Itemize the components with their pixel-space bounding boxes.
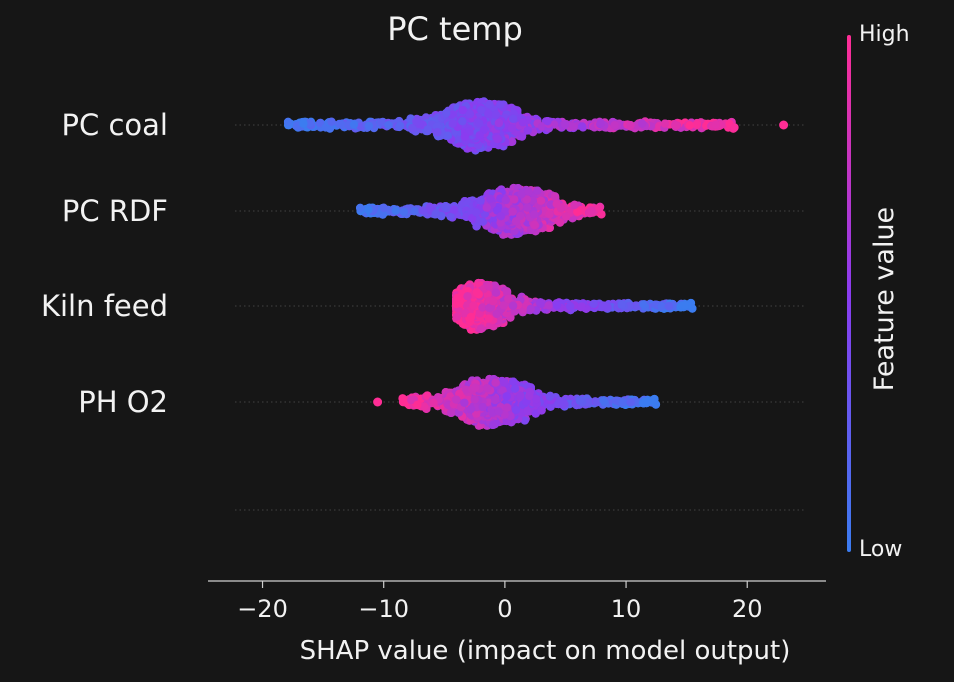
shap-point	[458, 117, 467, 126]
chart-title: PC temp	[387, 10, 523, 48]
shap-point	[364, 121, 374, 131]
shap-point	[423, 125, 433, 134]
beeswarm-points	[283, 97, 789, 430]
shap-point	[523, 126, 532, 135]
shap-point	[569, 122, 578, 131]
shap-outlier-point	[779, 120, 789, 130]
shap-point	[433, 128, 442, 137]
shap-point	[507, 124, 517, 133]
shap-point	[596, 119, 605, 128]
shap-point	[561, 120, 570, 129]
shap-point	[384, 121, 393, 130]
feature-label: PH O2	[78, 385, 168, 419]
shap-point	[672, 121, 681, 130]
shap-point	[496, 100, 505, 109]
shap-point	[443, 131, 452, 140]
shap-point	[349, 120, 359, 129]
shap-point	[485, 100, 494, 109]
shap-point	[283, 117, 293, 127]
shap-point	[711, 120, 720, 129]
shap-point	[730, 123, 739, 132]
shap-point	[637, 119, 647, 128]
shap-point	[577, 122, 587, 131]
shap-point	[610, 121, 619, 130]
shap-point	[395, 121, 405, 130]
shap-point	[442, 108, 451, 118]
shap-point	[460, 132, 469, 141]
feature-rows: PC coal PC RDF Kiln feed PH O2	[41, 108, 805, 511]
shap-point	[335, 119, 344, 129]
shap-point	[543, 117, 552, 126]
shap-point	[685, 121, 694, 130]
feature-label: Kiln feed	[41, 289, 168, 323]
shap-point	[465, 109, 475, 119]
shap-point	[660, 119, 670, 128]
feature-label: PC coal	[62, 108, 168, 142]
feature-label: PC RDF	[62, 194, 168, 228]
shap-point	[477, 105, 486, 115]
shap-point	[493, 134, 502, 144]
shap-point	[448, 119, 457, 128]
shap-point	[475, 131, 484, 140]
shap-point	[412, 117, 421, 126]
shap-point	[299, 119, 308, 128]
shap-point	[494, 118, 504, 128]
shap-point	[491, 110, 501, 119]
shap-point	[626, 121, 635, 130]
shap-point	[475, 119, 484, 128]
shap-point	[484, 109, 493, 119]
shap-point	[327, 117, 336, 127]
shap-point	[509, 114, 518, 124]
shap-point	[518, 118, 528, 127]
